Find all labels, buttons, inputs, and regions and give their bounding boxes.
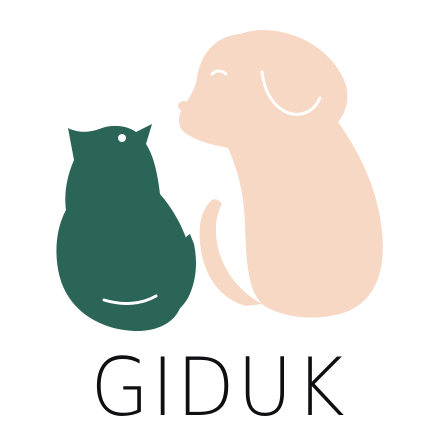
- dog-icon: [178, 30, 383, 318]
- brand-name: GIDUK: [90, 341, 348, 434]
- cat-icon: [56, 124, 196, 332]
